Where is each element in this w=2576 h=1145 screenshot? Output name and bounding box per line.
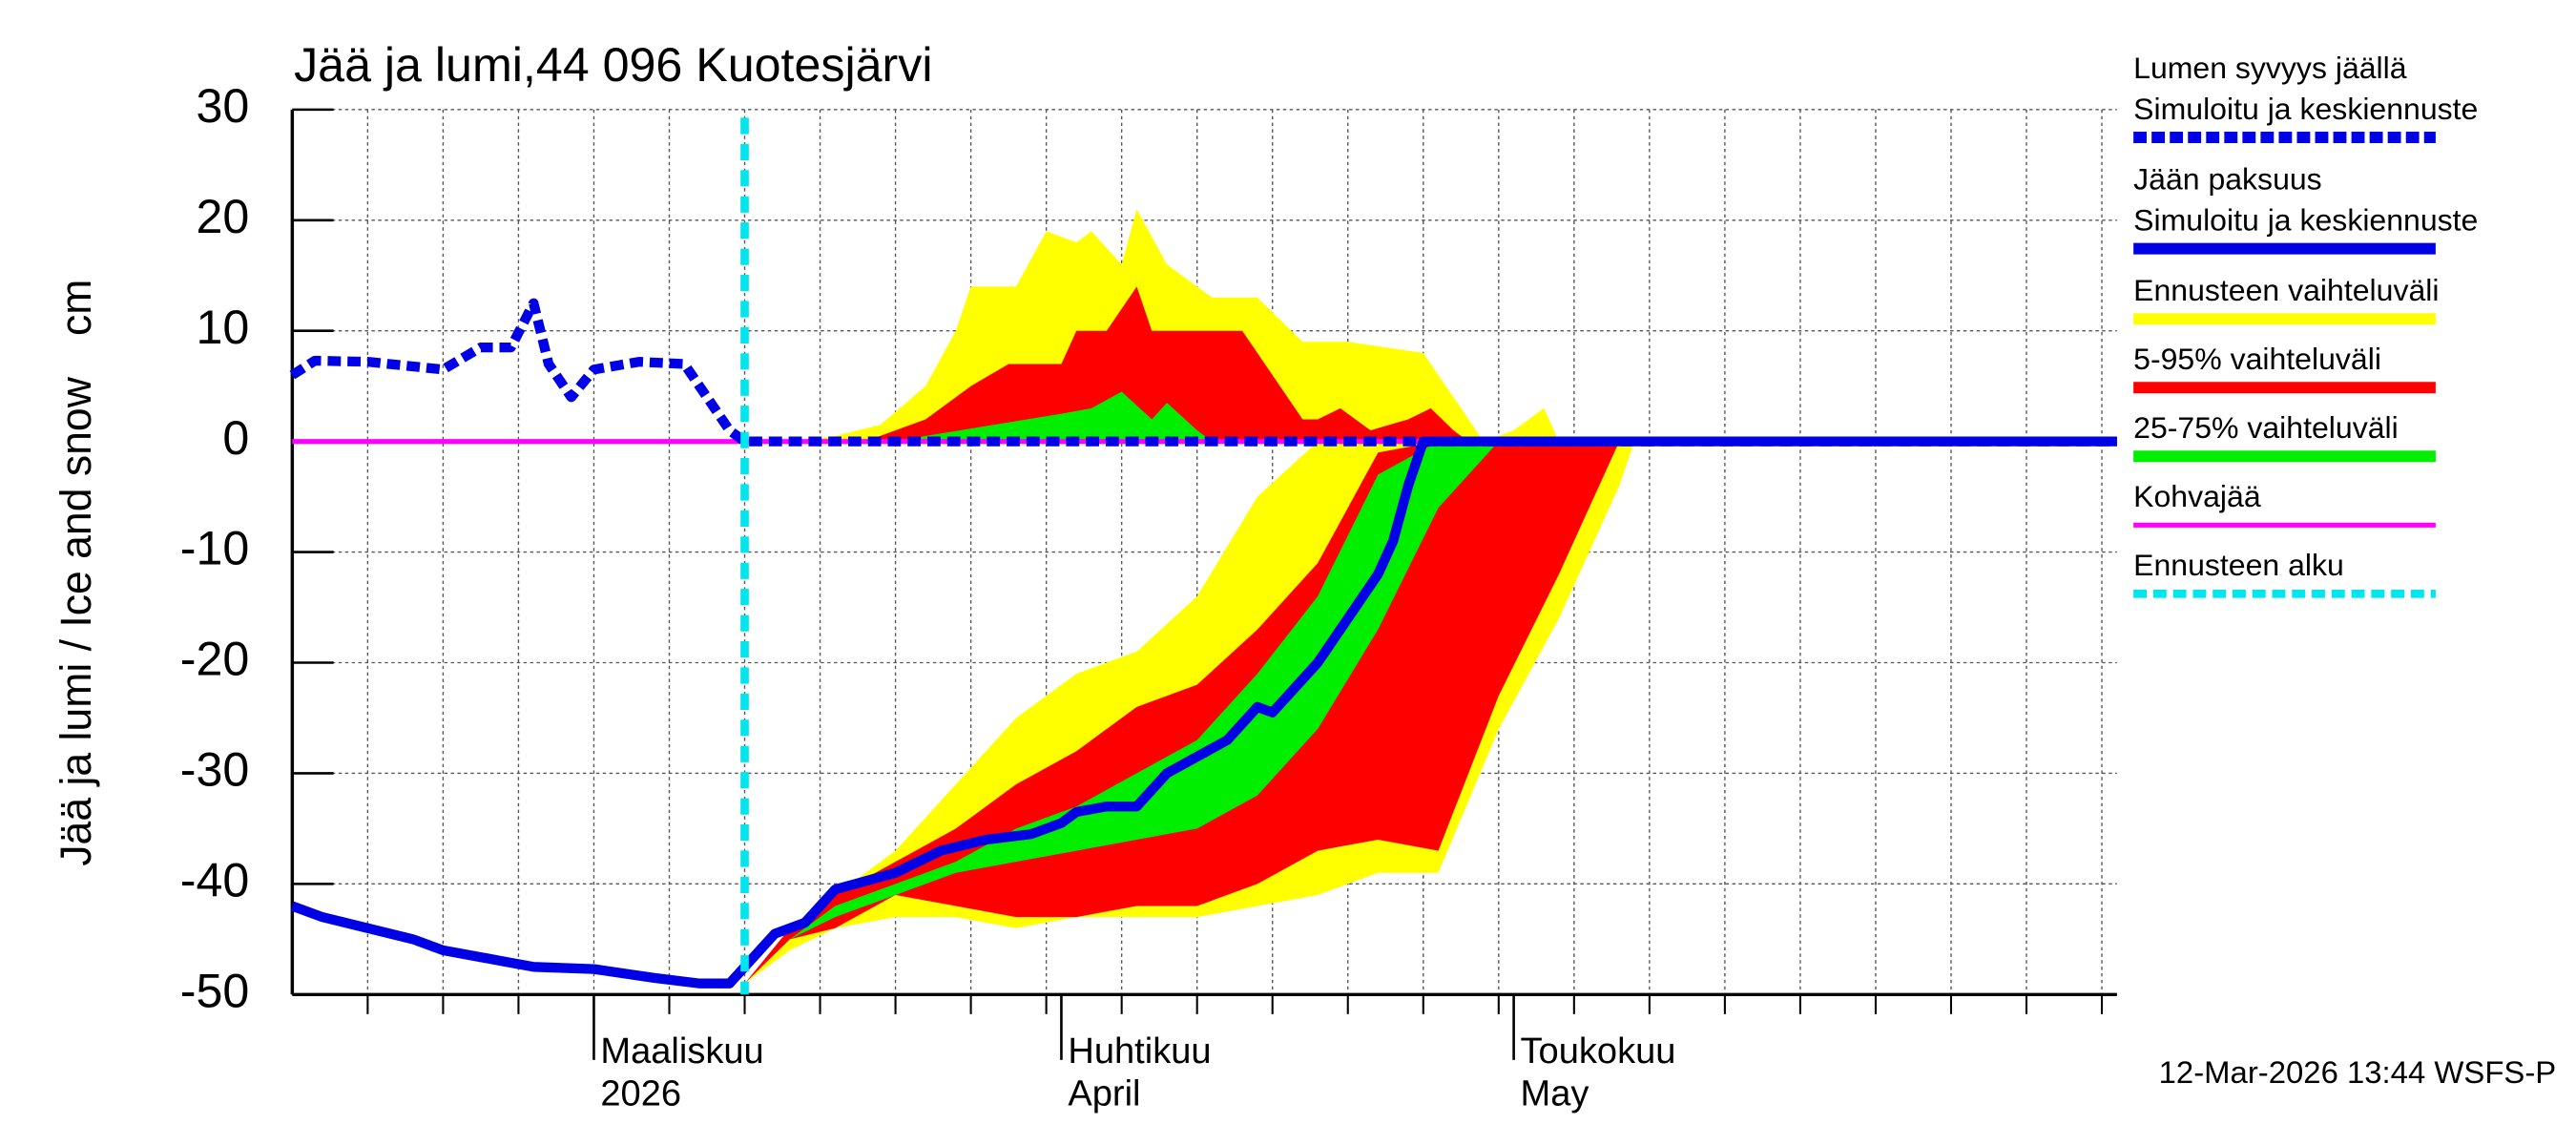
series-line xyxy=(290,436,2117,989)
x-tick-label: May xyxy=(1521,1074,1589,1114)
legend-label: Simuloitu ja keskiennuste xyxy=(2133,92,2478,126)
legend-label: Ennusteen vaihteluväli xyxy=(2133,273,2439,307)
series-line xyxy=(289,298,2117,447)
y-tick-label: 30 xyxy=(197,79,250,133)
x-tick-label: Toukokuu xyxy=(1521,1031,1676,1072)
y-tick-label: -50 xyxy=(180,965,250,1018)
legend-label: 5-95% vaihteluväli xyxy=(2133,342,2381,376)
y-tick-label: -10 xyxy=(180,522,250,575)
y-tick-label: 10 xyxy=(197,301,250,354)
y-axis-unit: cm xyxy=(52,280,100,336)
legend-label: 25-75% vaihteluväli xyxy=(2133,410,2399,445)
y-tick-label: 0 xyxy=(222,411,249,465)
legend-label: Kohvajää xyxy=(2133,479,2261,513)
legend-label: Lumen syvyys jäällä xyxy=(2133,51,2407,85)
x-tick-label: April xyxy=(1068,1074,1140,1114)
band-snow xyxy=(864,286,1469,442)
legend-label: Ennusteen alku xyxy=(2133,548,2344,582)
y-tick-label: -30 xyxy=(180,743,250,797)
y-tick-label: 20 xyxy=(197,190,250,243)
footer: 12-Mar-2026 13:44 WSFS-P xyxy=(2159,1054,2557,1090)
legend-label: Simuloitu ja keskiennuste xyxy=(2133,203,2478,238)
y-tick-label: -40 xyxy=(180,854,250,907)
x-tick-label: Huhtikuu xyxy=(1068,1031,1211,1072)
chart-title: Jää ja lumi,44 096 Kuotesjärvi xyxy=(294,38,932,92)
band-snow xyxy=(895,391,1213,442)
x-tick-label: Maaliskuu xyxy=(600,1031,763,1072)
y-tick-label: -20 xyxy=(180,633,250,686)
y-axis-label: Jää ja lumi / Ice and snow xyxy=(52,376,100,865)
x-tick-label: 2026 xyxy=(600,1074,681,1114)
legend-label: Jään paksuus xyxy=(2133,162,2322,197)
